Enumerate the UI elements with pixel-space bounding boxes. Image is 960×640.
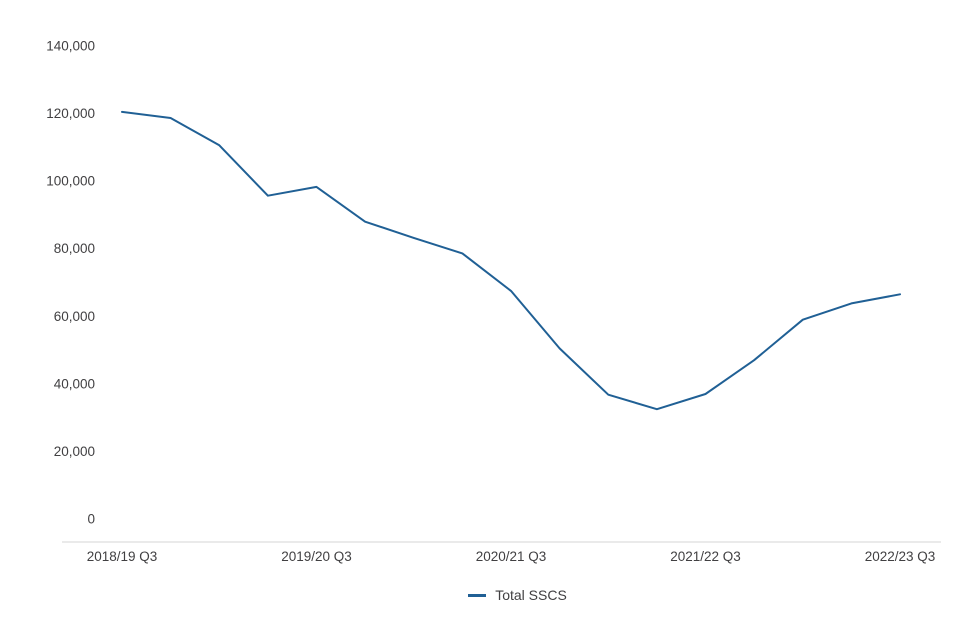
x-tick-label: 2021/22 Q3 <box>670 549 741 564</box>
y-tick-label: 140,000 <box>46 39 95 54</box>
y-tick-label: 80,000 <box>54 241 95 256</box>
chart-legend: Total SSCS <box>95 586 940 604</box>
y-tick-label: 0 <box>87 512 95 527</box>
x-axis-tick-labels: 2018/19 Q3 2019/20 Q3 2020/21 Q3 2021/22 Q3… <box>87 549 936 564</box>
x-tick-label: 2018/19 Q3 <box>87 549 158 564</box>
series-line-total-sscs <box>121 110 901 411</box>
y-tick-label: 60,000 <box>54 309 95 324</box>
legend-label: Total SSCS <box>495 587 567 603</box>
x-tick-label: 2020/21 Q3 <box>476 549 547 564</box>
legend-line-marker <box>468 593 487 597</box>
y-tick-label: 40,000 <box>54 376 95 391</box>
y-axis-tick-labels: 0 20,000 40,000 60,000 80,000 100,000 120,000 1… <box>46 39 95 527</box>
y-tick-label: 120,000 <box>46 106 95 121</box>
x-tick-label: 2019/20 Q3 <box>281 549 352 564</box>
x-tick-label: 2022/23 Q3 <box>865 549 936 564</box>
y-tick-label: 100,000 <box>46 174 95 189</box>
y-tick-label: 20,000 <box>54 444 95 459</box>
